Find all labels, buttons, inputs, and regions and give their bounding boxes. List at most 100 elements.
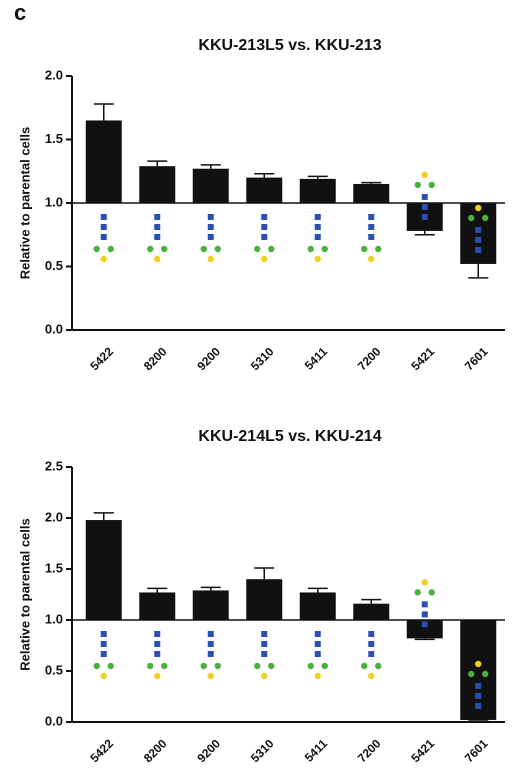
glycan-icon xyxy=(307,631,328,680)
glycan-icon xyxy=(93,631,114,680)
glycan-icon xyxy=(468,660,489,709)
glycan-circle xyxy=(100,672,107,680)
glycan-square xyxy=(207,651,214,657)
y-tick-label: 2.0 xyxy=(45,509,63,524)
glycan-square xyxy=(100,641,107,647)
glycan-icon xyxy=(307,214,328,263)
glycan-square xyxy=(207,224,214,230)
glycan-circle xyxy=(321,245,328,253)
glycan-square xyxy=(421,193,428,200)
bar xyxy=(192,168,229,203)
glycan-square xyxy=(100,631,107,637)
glycan-icon xyxy=(361,631,382,680)
x-tick-label: 5411 xyxy=(302,736,331,765)
bar xyxy=(460,203,497,264)
bar xyxy=(299,178,336,203)
glycan-square xyxy=(368,651,375,657)
y-axis-label: Relative to parental cells xyxy=(17,127,32,279)
glycan-icon xyxy=(254,631,275,680)
glycan-square xyxy=(100,651,107,657)
glycan-square xyxy=(368,641,375,647)
glycan-square xyxy=(207,214,214,220)
glycan-circle xyxy=(161,662,168,670)
chart-title: KKU-213L5 vs. KKU-213 xyxy=(198,37,381,54)
x-tick-label: 9200 xyxy=(194,736,223,765)
glycan-square xyxy=(421,203,428,210)
glycan-square xyxy=(475,702,482,709)
glycan-square xyxy=(368,224,375,230)
glycan-circle xyxy=(200,245,207,253)
x-tick-label: 5310 xyxy=(248,344,277,373)
y-axis-label: Relative to parental cells xyxy=(17,518,32,670)
bar xyxy=(139,166,176,203)
glycan-circle xyxy=(368,255,375,263)
glycan-square xyxy=(207,234,214,240)
glycan-icon xyxy=(93,214,114,263)
y-tick-label: 0.0 xyxy=(45,321,63,336)
glycan-square xyxy=(261,631,268,637)
bar xyxy=(85,520,122,620)
x-tick-label: 7200 xyxy=(355,344,384,373)
glycan-square xyxy=(368,631,375,637)
glycan-square xyxy=(368,214,375,220)
glycan-square xyxy=(261,214,268,220)
glycan-circle xyxy=(314,672,321,680)
glycan-square xyxy=(475,682,482,689)
glycan-circle xyxy=(368,672,375,680)
glycan-square xyxy=(421,621,428,628)
glycan-square xyxy=(421,213,428,220)
bar xyxy=(192,590,229,620)
x-tick-label: 5310 xyxy=(248,736,277,765)
x-tick-label: 5422 xyxy=(87,344,116,373)
x-tick-label: 5411 xyxy=(302,344,331,373)
glycan-square xyxy=(368,234,375,240)
x-tick-label: 9200 xyxy=(194,344,223,373)
glycan-square xyxy=(100,214,107,220)
y-tick-label: 1.5 xyxy=(45,560,63,575)
glycan-circle xyxy=(93,245,100,253)
glycan-square xyxy=(475,246,482,253)
glycan-circle xyxy=(161,245,168,253)
glycan-circle xyxy=(261,672,268,680)
glycan-icon xyxy=(414,579,435,628)
glycan-circle xyxy=(468,670,475,678)
chart-title: KKU-214L5 vs. KKU-214 xyxy=(198,428,381,445)
glycan-circle xyxy=(414,589,421,596)
glycan-circle xyxy=(421,579,428,586)
y-tick-label: 0.0 xyxy=(45,713,63,728)
glycan-square xyxy=(475,692,482,699)
glycan-square xyxy=(314,234,321,240)
glycan-circle xyxy=(93,662,100,670)
glycan-square xyxy=(261,651,268,657)
glycan-circle xyxy=(214,245,221,253)
glycan-circle xyxy=(475,660,482,668)
glycan-square xyxy=(314,224,321,230)
glycan-circle xyxy=(100,255,107,263)
x-tick-label: 5421 xyxy=(408,344,437,373)
glycan-square xyxy=(207,641,214,647)
glycan-circle xyxy=(254,662,261,670)
y-tick-label: 2.0 xyxy=(45,67,63,82)
glycan-square xyxy=(261,224,268,230)
y-tick-label: 0.5 xyxy=(45,258,63,273)
glycan-square xyxy=(421,601,428,608)
glycan-icon xyxy=(147,214,168,263)
bar xyxy=(139,592,176,620)
glycan-square xyxy=(154,631,161,637)
glycan-icon xyxy=(468,204,489,253)
bar xyxy=(85,120,122,203)
glycan-circle xyxy=(314,255,321,263)
glycan-circle xyxy=(482,670,489,678)
glycan-square xyxy=(154,651,161,657)
glycan-icon xyxy=(414,171,435,220)
glycan-square xyxy=(475,226,482,233)
glycan-circle xyxy=(268,662,275,670)
y-tick-label: 1.5 xyxy=(45,131,63,146)
bar xyxy=(299,592,336,620)
glycan-circle xyxy=(261,255,268,263)
glycan-square xyxy=(314,631,321,637)
bar xyxy=(353,603,390,620)
glycan-circle xyxy=(207,255,214,263)
glycan-icon xyxy=(200,214,221,263)
y-tick-label: 2.5 xyxy=(45,458,63,473)
